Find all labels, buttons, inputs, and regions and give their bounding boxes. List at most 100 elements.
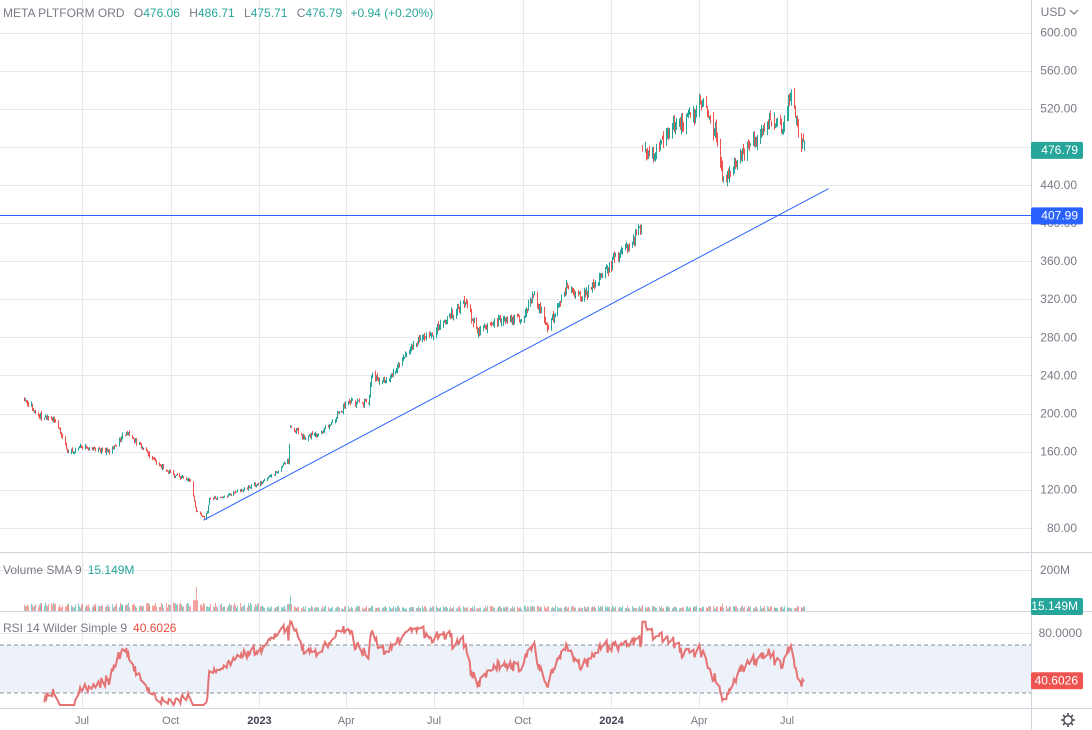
candle-body [654,157,655,160]
candle-body [728,173,729,176]
volume-bar [656,608,657,611]
volume-bar [114,606,115,611]
volume-bar [517,606,518,611]
candle-body [391,374,392,378]
volume-bar [181,604,182,611]
currency-label[interactable]: USD [1041,5,1067,19]
candle-body [403,357,404,360]
candle-body [46,416,47,419]
volume-bar [788,607,789,611]
candle-body [593,282,594,286]
volume-bar [348,606,349,611]
volume-bar [135,606,136,611]
candle-body [338,411,339,413]
volume-bar [661,605,662,611]
candle-body [788,99,789,115]
candle-body [707,109,708,114]
volume-bar [341,608,342,611]
svg-text:476.79: 476.79 [1041,143,1078,157]
volume-bar [405,608,406,611]
candle-body [676,121,677,126]
candle-body [310,435,311,437]
candle-body [503,319,504,323]
volume-bar [791,608,792,611]
candle-body [566,284,567,293]
volume-bar [73,607,74,611]
candle-body [666,131,667,138]
volume-bar [694,607,695,611]
candle-body [250,487,251,489]
volume-bar [390,607,391,611]
trendline[interactable] [203,188,829,521]
volume-bar [100,606,101,611]
volume-legend[interactable]: Volume SMA 9 15.149M [3,563,134,577]
volume-bar [120,602,121,611]
volume-bar [431,608,432,611]
volume-bar [343,608,344,611]
hline-price-badge: 407.99 [1031,207,1083,225]
volume-bar [404,608,405,611]
gear-icon[interactable] [1061,713,1075,727]
volume-bar [58,607,59,611]
candle-body [24,398,25,400]
candle-body [762,128,763,134]
volume-bar [794,608,795,611]
price-axis[interactable]: USD600.00560.00520.00480.00440.00400.003… [1039,5,1083,640]
volume-bar [119,607,120,611]
volume-bar [669,607,670,611]
candle-body [581,297,582,300]
volume-bar [676,607,677,611]
volume-bar [687,606,688,611]
volume-bar [723,607,724,611]
candle-body [399,365,400,368]
volume-bar [487,605,488,611]
candle-body [682,118,683,131]
candle-body [612,258,613,269]
volume-bar [45,602,46,611]
candle-body [796,117,797,121]
candle-body [483,327,484,331]
time-axis[interactable]: Jul Oct 2023 Apr Jul Oct 2024 Apr Jul [75,713,1075,727]
candle-body [196,507,197,512]
candle-body [629,245,630,249]
volume-bar [567,608,568,611]
candle-body [754,135,755,146]
volume-bar [600,606,601,611]
candle-body [802,139,803,148]
candle-body [557,304,558,314]
volume-bar [653,606,654,611]
candle-body [343,405,344,413]
volume-bar [413,606,414,611]
candle-body [599,276,600,283]
legend-header: META PLTFORM ORD O476.06 H486.71 L475.71… [3,6,433,20]
rsi-legend[interactable]: RSI 14 Wilder Simple 9 40.6026 [3,621,176,635]
candle-body [249,486,250,488]
candle-body [80,445,81,447]
symbol-name[interactable]: META PLTFORM ORD [3,6,125,20]
candle-body [478,330,479,335]
candle-body [309,434,310,436]
volume-bar [700,608,701,611]
volume-bar [233,606,234,611]
candle-body [680,119,681,130]
volume-bar [221,603,222,611]
volume-bar [397,605,398,611]
candle-body [413,344,414,350]
price-tick-label: 600.00 [1040,26,1077,40]
volume-bar [561,608,562,611]
volume-bar [152,605,153,611]
candle-body [418,338,419,345]
candle-body [337,412,338,419]
volume-bar [566,606,567,611]
candle-body [294,427,295,432]
volume-bar [68,605,69,611]
volume-bar [599,608,600,611]
candle-body [445,320,446,323]
volume-bar [51,603,52,611]
volume-bar [531,606,532,611]
candle-body [700,100,701,103]
currency-chevron-icon[interactable] [1069,9,1079,15]
volume-last-badge: 15.149M [1031,598,1083,615]
volume-bar [122,604,123,611]
